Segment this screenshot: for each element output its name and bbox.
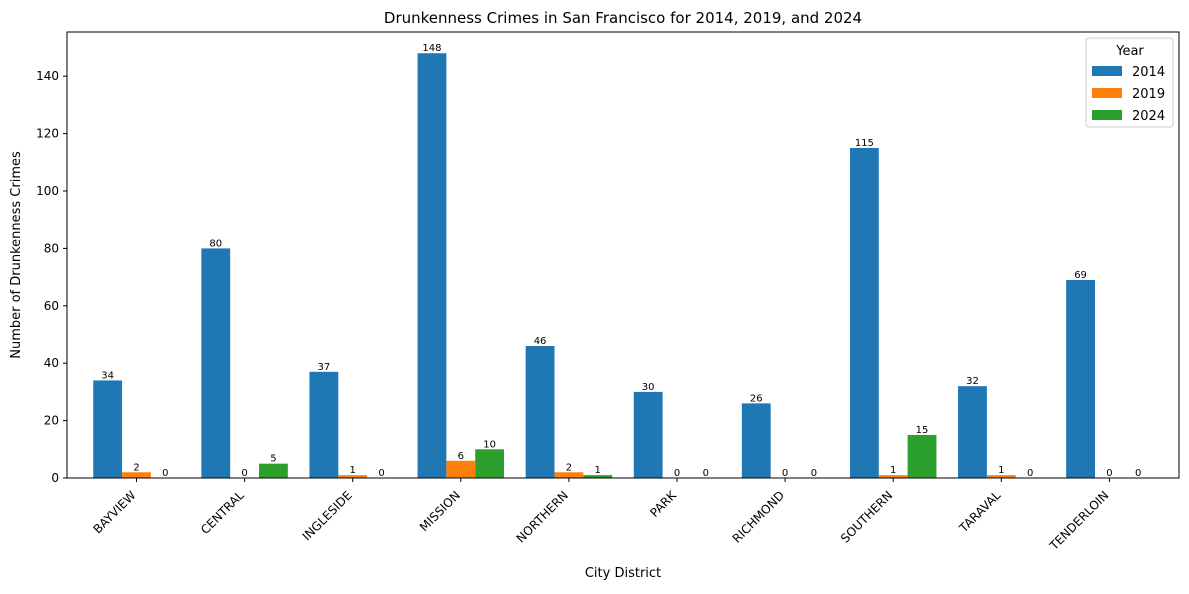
data-label: 0 bbox=[782, 468, 788, 479]
x-tick-label: INGLESIDE bbox=[300, 488, 355, 543]
bar bbox=[93, 380, 123, 478]
y-axis: 0 20 40 60 80 100 120 140 bbox=[36, 69, 67, 485]
data-label: 0 bbox=[162, 468, 168, 479]
data-label: 0 bbox=[674, 468, 680, 479]
data-label: 34 bbox=[101, 370, 114, 381]
legend-title: Year bbox=[1115, 44, 1144, 59]
data-label: 80 bbox=[209, 238, 222, 249]
legend-swatch bbox=[1092, 66, 1122, 76]
data-label: 1 bbox=[350, 465, 356, 476]
bar bbox=[201, 248, 231, 478]
bar bbox=[475, 449, 505, 478]
data-label: 15 bbox=[916, 425, 929, 436]
data-label: 115 bbox=[855, 138, 874, 149]
x-axis-label: City District bbox=[585, 566, 661, 581]
data-label: 0 bbox=[1135, 468, 1141, 479]
data-label: 46 bbox=[534, 336, 547, 347]
x-tick-label: SOUTHERN bbox=[838, 488, 895, 545]
legend[interactable]: Year 2014 2019 2024 bbox=[1085, 37, 1174, 128]
x-tick-label: PARK bbox=[647, 487, 680, 520]
y-tick-label: 140 bbox=[36, 69, 59, 83]
bar bbox=[338, 475, 368, 478]
legend-swatch bbox=[1092, 88, 1122, 98]
bar bbox=[958, 386, 987, 478]
x-tick-label: CENTRAL bbox=[198, 488, 247, 537]
data-label: 148 bbox=[422, 43, 441, 54]
bar bbox=[986, 475, 1016, 478]
legend-swatch bbox=[1092, 110, 1122, 120]
data-label: 69 bbox=[1074, 270, 1087, 281]
x-tick-label: NORTHERN bbox=[514, 488, 571, 545]
x-tick-label: BAYVIEW bbox=[91, 488, 139, 536]
data-label: 2 bbox=[133, 462, 139, 473]
bar bbox=[1066, 279, 1095, 478]
bar bbox=[554, 472, 584, 478]
bar bbox=[122, 472, 151, 478]
bar bbox=[878, 475, 908, 478]
data-label: 2 bbox=[566, 462, 572, 473]
data-label: 0 bbox=[703, 468, 709, 479]
x-tick-label: TENDERLOIN bbox=[1046, 488, 1111, 553]
y-axis-label: Number of Drunkenness Crimes bbox=[9, 151, 24, 359]
y-tick-label: 120 bbox=[36, 127, 59, 141]
data-label: 0 bbox=[241, 468, 247, 479]
x-tick-label: MISSION bbox=[417, 488, 463, 534]
legend-box bbox=[1085, 37, 1174, 128]
x-tick-label: RICHMOND bbox=[730, 488, 787, 545]
y-tick-label: 60 bbox=[44, 299, 59, 313]
y-tick-label: 0 bbox=[51, 471, 59, 485]
data-label: 1 bbox=[890, 465, 896, 476]
plot-frame bbox=[66, 31, 1180, 479]
bar bbox=[907, 434, 937, 478]
data-label: 0 bbox=[811, 468, 817, 479]
bar bbox=[525, 345, 555, 478]
data-label: 10 bbox=[483, 439, 496, 450]
data-label: 5 bbox=[270, 454, 276, 465]
bar bbox=[849, 147, 879, 478]
data-label: 0 bbox=[378, 468, 384, 479]
y-tick-label: 20 bbox=[44, 414, 59, 428]
bar bbox=[446, 460, 476, 478]
chart-title: Drunkenness Crimes in San Francisco for … bbox=[384, 9, 862, 27]
bar bbox=[259, 463, 288, 478]
data-label: 37 bbox=[318, 362, 331, 373]
bar bbox=[583, 475, 613, 478]
data-label: 26 bbox=[750, 393, 763, 404]
bar bbox=[417, 53, 447, 479]
data-label: 30 bbox=[642, 382, 655, 393]
data-label: 1 bbox=[998, 465, 1004, 476]
legend-label: 2014 bbox=[1132, 65, 1165, 80]
x-tick-label: TARAVAL bbox=[956, 488, 1004, 536]
legend-label: 2024 bbox=[1132, 109, 1165, 124]
legend-label: 2019 bbox=[1132, 87, 1165, 102]
data-label: 0 bbox=[1027, 468, 1033, 479]
y-tick-label: 100 bbox=[36, 184, 59, 198]
bar bbox=[741, 403, 771, 478]
data-label: 1 bbox=[595, 465, 601, 476]
legend-items: 2014 2019 2024 bbox=[1092, 65, 1165, 124]
data-label: 6 bbox=[458, 451, 464, 462]
bar bbox=[309, 371, 339, 478]
y-tick-label: 80 bbox=[44, 241, 59, 255]
data-label: 0 bbox=[1106, 468, 1112, 479]
bar bbox=[633, 391, 663, 478]
data-label: 32 bbox=[966, 376, 979, 387]
y-tick-label: 40 bbox=[44, 356, 59, 370]
x-axis: BAYVIEW CENTRAL INGLESIDE MISSION NORTHERN PA… bbox=[91, 478, 1112, 553]
